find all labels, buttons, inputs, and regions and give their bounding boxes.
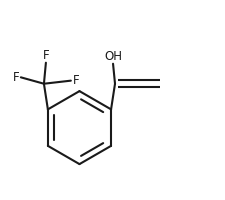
- Text: F: F: [13, 71, 19, 84]
- Text: OH: OH: [104, 50, 122, 63]
- Text: F: F: [42, 49, 49, 62]
- Text: F: F: [72, 74, 79, 87]
